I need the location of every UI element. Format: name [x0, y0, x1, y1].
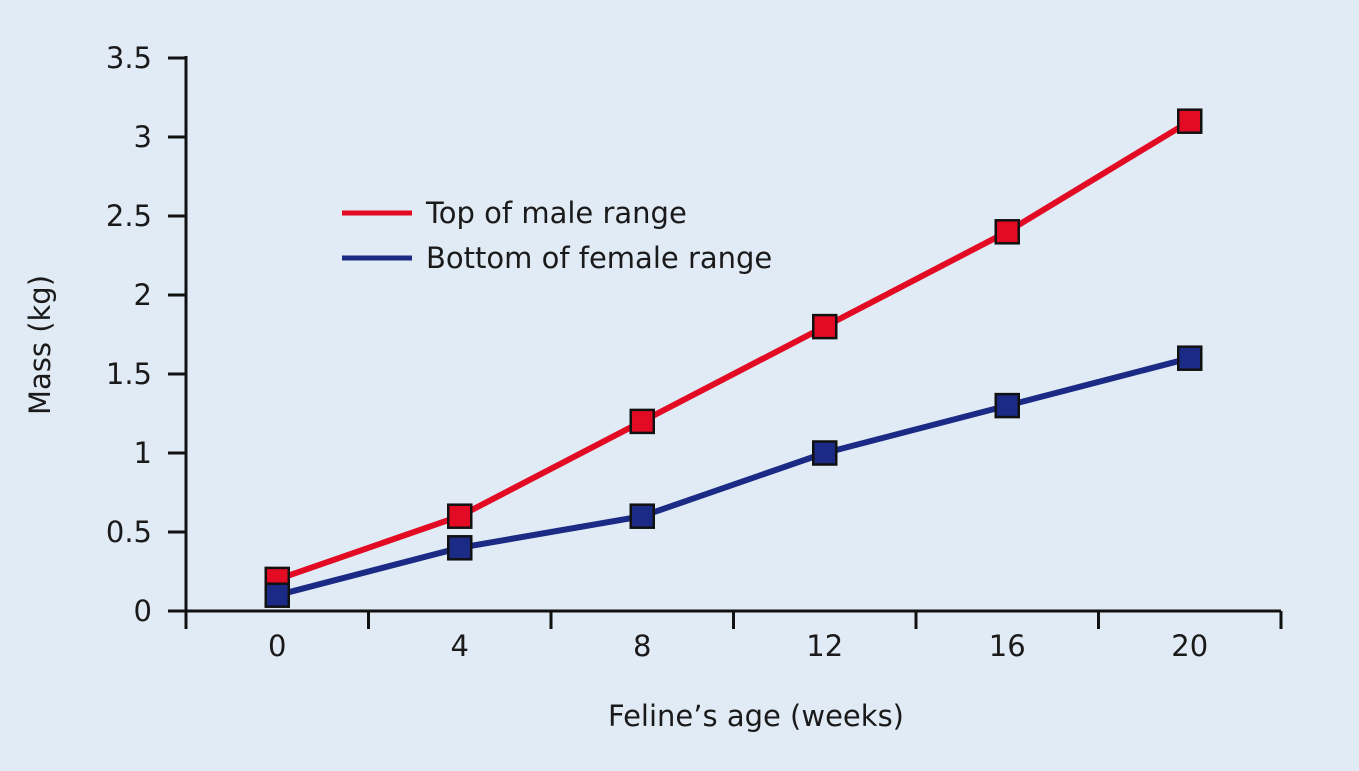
- data-point: [994, 392, 1020, 419]
- data-point: [812, 440, 838, 466]
- data-point: [629, 503, 655, 529]
- x-axis-title: Feline’s age (weeks): [608, 699, 904, 733]
- legend: Top of male range Bottom of female range: [342, 196, 772, 275]
- y-tick-label: 0.5: [106, 515, 152, 549]
- y-tick-label: 3: [134, 120, 152, 154]
- data-point: [812, 313, 838, 340]
- y-tick-label: 1.5: [106, 357, 152, 391]
- data-point: [264, 582, 290, 608]
- x-tick-label: 0: [268, 629, 286, 663]
- series-line: [276, 355, 1191, 599]
- x-tick-label: 4: [451, 629, 469, 663]
- y-tick-label: 0: [134, 594, 152, 628]
- series-layer: [264, 108, 1203, 608]
- data-point: [1177, 345, 1203, 371]
- x-tick-label: 12: [806, 629, 843, 663]
- y-axis-title: Mass (kg): [23, 275, 57, 415]
- axes: 0 0.5 1 1.5 2 2.5 3 3.5 0 4 8 12 16 20: [106, 41, 1283, 663]
- y-tick-label: 2: [134, 278, 152, 312]
- data-point: [447, 535, 473, 561]
- data-point: [994, 219, 1020, 245]
- series-line: [276, 118, 1192, 583]
- data-point: [447, 503, 473, 529]
- y-tick-label: 1: [134, 436, 152, 470]
- data-point: [629, 408, 655, 435]
- x-tick-label: 20: [1171, 629, 1208, 663]
- y-tick-label: 2.5: [106, 199, 152, 233]
- legend-label: Top of male range: [425, 196, 687, 230]
- legend-label: Bottom of female range: [426, 241, 772, 275]
- x-tick-label: 16: [989, 629, 1026, 663]
- data-point: [1177, 108, 1203, 134]
- x-tick-label: 8: [633, 629, 651, 663]
- y-tick-label: 3.5: [106, 41, 152, 75]
